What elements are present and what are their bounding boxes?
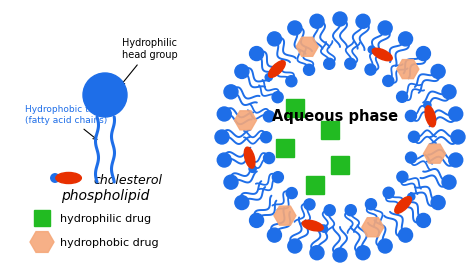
- Ellipse shape: [395, 197, 411, 213]
- Circle shape: [424, 101, 431, 109]
- Circle shape: [272, 92, 283, 103]
- Circle shape: [286, 188, 297, 199]
- Circle shape: [431, 64, 445, 78]
- Circle shape: [217, 153, 231, 167]
- Circle shape: [288, 239, 302, 253]
- Circle shape: [320, 225, 328, 232]
- Circle shape: [417, 213, 430, 227]
- Circle shape: [224, 175, 238, 189]
- Circle shape: [345, 58, 356, 69]
- Circle shape: [449, 107, 463, 121]
- Circle shape: [365, 64, 376, 75]
- Circle shape: [406, 152, 417, 163]
- Circle shape: [288, 21, 302, 35]
- Circle shape: [250, 213, 264, 227]
- Circle shape: [431, 196, 445, 210]
- Circle shape: [378, 21, 392, 35]
- Circle shape: [399, 228, 412, 242]
- Text: hydrophilic drug: hydrophilic drug: [60, 214, 151, 224]
- Circle shape: [249, 165, 256, 172]
- Circle shape: [368, 46, 375, 53]
- Ellipse shape: [425, 106, 436, 127]
- Circle shape: [345, 205, 356, 216]
- Circle shape: [442, 175, 456, 189]
- Circle shape: [383, 75, 394, 86]
- Circle shape: [324, 58, 335, 69]
- Ellipse shape: [372, 48, 392, 61]
- Circle shape: [356, 14, 370, 28]
- Circle shape: [365, 199, 376, 210]
- Circle shape: [235, 64, 249, 78]
- Circle shape: [250, 46, 264, 60]
- Text: Hydrophilic
head group: Hydrophilic head group: [121, 39, 178, 85]
- Text: phospholipid: phospholipid: [61, 189, 149, 203]
- Circle shape: [442, 85, 456, 99]
- Circle shape: [265, 74, 273, 81]
- Circle shape: [235, 196, 249, 210]
- Ellipse shape: [56, 172, 82, 183]
- Circle shape: [378, 239, 392, 253]
- Circle shape: [397, 171, 408, 182]
- Circle shape: [383, 187, 394, 198]
- Circle shape: [449, 153, 463, 167]
- Circle shape: [224, 85, 238, 99]
- Text: hydrophobic drug: hydrophobic drug: [60, 238, 159, 248]
- Circle shape: [264, 111, 274, 122]
- Ellipse shape: [244, 147, 255, 168]
- Text: cholesterol: cholesterol: [93, 174, 162, 186]
- Circle shape: [333, 12, 347, 26]
- Circle shape: [273, 172, 283, 183]
- Circle shape: [310, 14, 324, 28]
- Circle shape: [417, 46, 430, 60]
- Circle shape: [408, 193, 415, 200]
- Circle shape: [405, 110, 417, 122]
- Circle shape: [409, 131, 419, 142]
- Circle shape: [304, 199, 315, 210]
- Circle shape: [51, 174, 59, 182]
- Circle shape: [451, 130, 465, 144]
- Text: Hydrophobic tails
(fatty acid chains): Hydrophobic tails (fatty acid chains): [25, 105, 107, 139]
- Circle shape: [303, 64, 315, 75]
- Circle shape: [286, 76, 297, 87]
- Ellipse shape: [302, 220, 323, 231]
- Circle shape: [83, 73, 127, 117]
- Circle shape: [267, 32, 282, 46]
- Circle shape: [264, 153, 274, 164]
- Circle shape: [267, 228, 282, 242]
- Circle shape: [399, 32, 412, 46]
- Circle shape: [217, 107, 231, 121]
- Circle shape: [324, 205, 335, 216]
- Circle shape: [397, 91, 408, 102]
- Circle shape: [261, 132, 272, 143]
- Circle shape: [333, 248, 347, 262]
- Circle shape: [215, 130, 229, 144]
- Text: Aqueous phase: Aqueous phase: [272, 109, 398, 125]
- Circle shape: [310, 246, 324, 260]
- Circle shape: [356, 246, 370, 260]
- Ellipse shape: [269, 61, 285, 77]
